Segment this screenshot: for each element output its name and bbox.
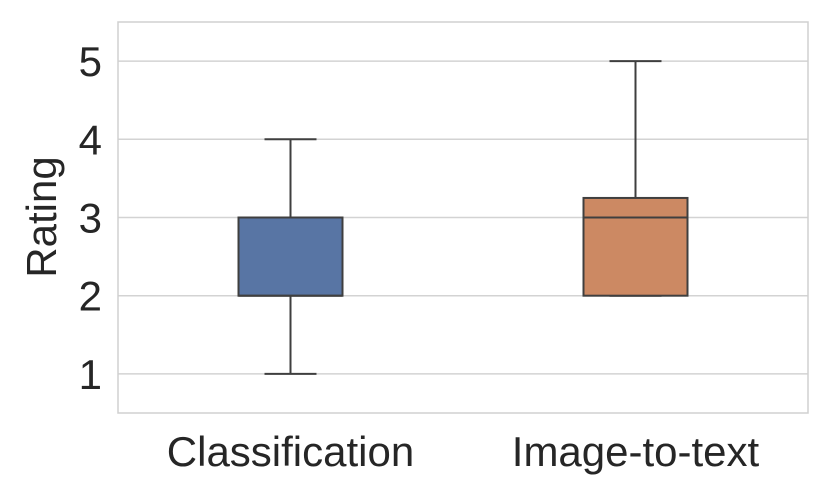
plot-frame	[117, 21, 809, 414]
x-tick-label-0: Classification	[167, 428, 414, 475]
gridlines	[118, 60, 808, 375]
box-image-to-text	[582, 60, 689, 297]
iqr-box	[582, 196, 689, 297]
x-tick-labels: Classification Image-to-text	[167, 428, 760, 475]
y-tick-label-3: 3	[79, 195, 102, 242]
y-tick-label-1: 1	[79, 351, 102, 398]
y-axis-title: Rating	[18, 156, 65, 277]
x-tick-label-1: Image-to-text	[512, 428, 760, 475]
y-tick-label-5: 5	[79, 38, 102, 85]
y-tick-label-4: 4	[79, 116, 102, 163]
y-tick-label-2: 2	[79, 273, 102, 320]
y-tick-labels: 1 2 3 4 5	[79, 38, 102, 398]
boxes	[237, 60, 689, 375]
box-classification	[237, 138, 344, 375]
iqr-box	[237, 216, 344, 297]
